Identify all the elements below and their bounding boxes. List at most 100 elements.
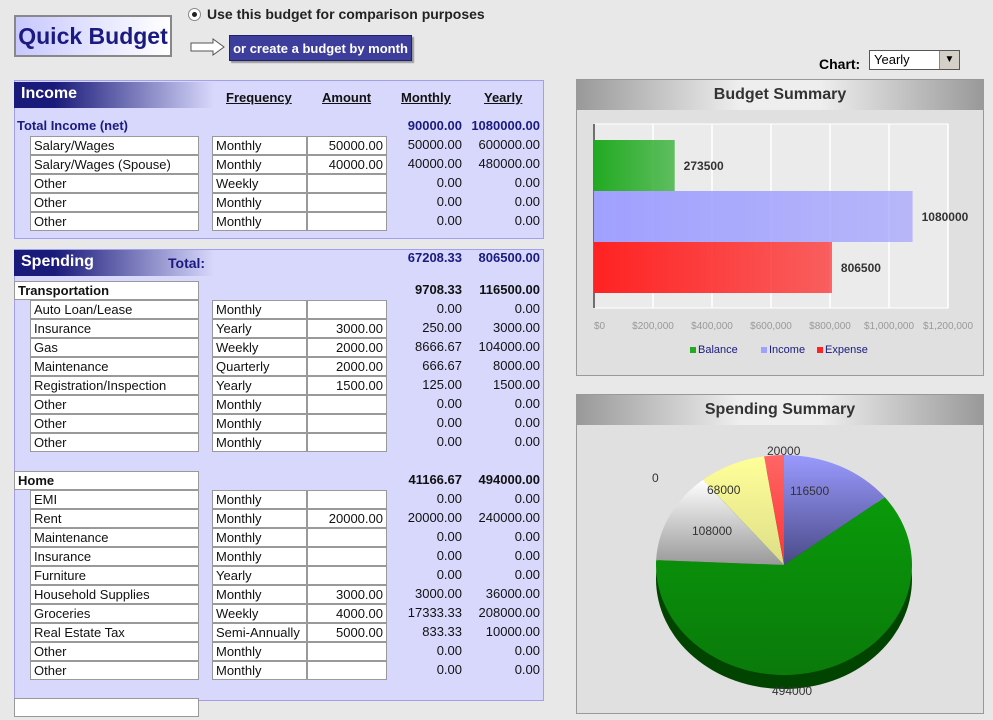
pie-slice bbox=[764, 455, 784, 565]
item-label: EMI bbox=[30, 490, 199, 509]
frequency-select[interactable]: Semi-Annually bbox=[212, 623, 307, 642]
item-label: Salary/Wages (Spouse) bbox=[30, 155, 199, 174]
yearly-value: 0.00 bbox=[514, 662, 540, 677]
frequency-select[interactable]: Monthly bbox=[212, 642, 307, 661]
radio-icon[interactable] bbox=[188, 7, 201, 21]
item-label: Other bbox=[30, 395, 199, 414]
pie-slice bbox=[656, 479, 784, 565]
frequency-select[interactable]: Monthly bbox=[212, 509, 307, 528]
legend-swatch bbox=[690, 347, 696, 353]
chart-label: Chart: bbox=[819, 56, 861, 72]
monthly-value: 8666.67 bbox=[415, 339, 462, 354]
yearly-value: 0.00 bbox=[514, 415, 540, 430]
yearly-value: 0.00 bbox=[514, 643, 540, 658]
pie-slice bbox=[702, 456, 784, 565]
frequency-select[interactable]: Monthly bbox=[212, 661, 307, 680]
budget-summary-title: Budget Summary bbox=[577, 80, 983, 110]
yearly-value: 10000.00 bbox=[485, 624, 540, 639]
frequency-select[interactable]: Weekly bbox=[212, 604, 307, 623]
amount-input[interactable]: 3000.00 bbox=[307, 585, 387, 604]
frequency-select[interactable]: Monthly bbox=[212, 193, 307, 212]
item-label: Household Supplies bbox=[30, 585, 199, 604]
amount-input[interactable] bbox=[307, 193, 387, 212]
yearly-value: 240000.00 bbox=[478, 510, 540, 525]
next-group-label bbox=[14, 698, 199, 717]
amount-input[interactable] bbox=[307, 490, 387, 509]
yearly-value: 0.00 bbox=[514, 567, 540, 582]
monthly-value: 3000.00 bbox=[415, 586, 462, 601]
frequency-select[interactable]: Monthly bbox=[212, 155, 307, 174]
frequency-select[interactable]: Monthly bbox=[212, 414, 307, 433]
amount-input[interactable]: 2000.00 bbox=[307, 357, 387, 376]
frequency-select[interactable]: Weekly bbox=[212, 174, 307, 193]
amount-input[interactable]: 4000.00 bbox=[307, 604, 387, 623]
bar-data-label: 273500 bbox=[684, 159, 724, 173]
item-label: Maintenance bbox=[30, 528, 199, 547]
amount-input[interactable] bbox=[307, 642, 387, 661]
chart-period-select[interactable]: Yearly ▼ bbox=[869, 50, 960, 70]
amount-input[interactable]: 40000.00 bbox=[307, 155, 387, 174]
amount-input[interactable] bbox=[307, 174, 387, 193]
yearly-value: 0.00 bbox=[514, 548, 540, 563]
chart-period-value: Yearly bbox=[874, 52, 910, 67]
amount-input[interactable]: 50000.00 bbox=[307, 136, 387, 155]
budget-summary-panel: Budget Summary $0 $200,000 $400,000 $600,00… bbox=[576, 79, 984, 376]
amount-input[interactable] bbox=[307, 300, 387, 319]
income-title: Income bbox=[14, 82, 214, 108]
frequency-select[interactable]: Monthly bbox=[212, 528, 307, 547]
budget-by-month-button[interactable]: or create a budget by month bbox=[229, 35, 412, 61]
frequency-select[interactable]: Quarterly bbox=[212, 357, 307, 376]
amount-input[interactable] bbox=[307, 547, 387, 566]
budget-summary-chart: $0 $200,000 $400,000 $600,000 $800,000 $1,000… bbox=[593, 123, 973, 356]
amount-input[interactable] bbox=[307, 414, 387, 433]
monthly-value: 0.00 bbox=[436, 548, 462, 563]
amount-input[interactable]: 20000.00 bbox=[307, 509, 387, 528]
frequency-select[interactable]: Monthly bbox=[212, 547, 307, 566]
monthly-value: 0.00 bbox=[436, 529, 462, 544]
item-label: Other bbox=[30, 212, 199, 231]
pie-data-label: 116500 bbox=[790, 484, 829, 498]
comparison-radio[interactable]: Use this budget for comparison purposes bbox=[188, 6, 485, 22]
monthly-value: 0.00 bbox=[436, 213, 462, 228]
frequency-select[interactable]: Monthly bbox=[212, 300, 307, 319]
bar-data-label: 806500 bbox=[841, 261, 881, 275]
amount-input[interactable] bbox=[307, 212, 387, 231]
monthly-value: 40000.00 bbox=[407, 156, 462, 171]
item-label: Other bbox=[30, 661, 199, 680]
item-label: Registration/Inspection bbox=[30, 376, 199, 395]
amount-input[interactable]: 3000.00 bbox=[307, 319, 387, 338]
item-label: Other bbox=[30, 642, 199, 661]
frequency-select[interactable]: Monthly bbox=[212, 212, 307, 231]
frequency-select[interactable]: Monthly bbox=[212, 433, 307, 452]
amount-input[interactable] bbox=[307, 433, 387, 452]
monthly-value: 0.00 bbox=[436, 396, 462, 411]
chevron-down-icon[interactable]: ▼ bbox=[939, 51, 959, 69]
item-label: Insurance bbox=[30, 547, 199, 566]
amount-input[interactable]: 2000.00 bbox=[307, 338, 387, 357]
amount-input[interactable]: 1500.00 bbox=[307, 376, 387, 395]
amount-input[interactable] bbox=[307, 566, 387, 585]
frequency-select[interactable]: Monthly bbox=[212, 395, 307, 414]
amount-input[interactable] bbox=[307, 395, 387, 414]
amount-input[interactable]: 5000.00 bbox=[307, 623, 387, 642]
frequency-select[interactable]: Monthly bbox=[212, 136, 307, 155]
spending-summary-title: Spending Summary bbox=[577, 395, 983, 425]
monthly-value: 0.00 bbox=[436, 194, 462, 209]
frequency-select[interactable]: Yearly bbox=[212, 319, 307, 338]
spending-total-yearly: 806500.00 bbox=[478, 250, 540, 265]
amount-input[interactable] bbox=[307, 528, 387, 547]
pie-data-label: 20000 bbox=[767, 444, 801, 458]
frequency-select[interactable]: Monthly bbox=[212, 585, 307, 604]
frequency-select[interactable]: Yearly bbox=[212, 376, 307, 395]
total-income-yearly: 1080000.00 bbox=[471, 118, 540, 133]
amount-input[interactable] bbox=[307, 661, 387, 680]
frequency-select[interactable]: Monthly bbox=[212, 490, 307, 509]
monthly-value: 0.00 bbox=[436, 175, 462, 190]
spending-summary-chart: 116500 494000 108000 0 68000 20000 bbox=[652, 444, 912, 698]
pie-slice bbox=[784, 455, 885, 565]
yearly-value: 0.00 bbox=[514, 396, 540, 411]
bar-balance bbox=[594, 140, 675, 191]
frequency-select[interactable]: Yearly bbox=[212, 566, 307, 585]
yearly-value: 600000.00 bbox=[478, 137, 540, 152]
frequency-select[interactable]: Weekly bbox=[212, 338, 307, 357]
